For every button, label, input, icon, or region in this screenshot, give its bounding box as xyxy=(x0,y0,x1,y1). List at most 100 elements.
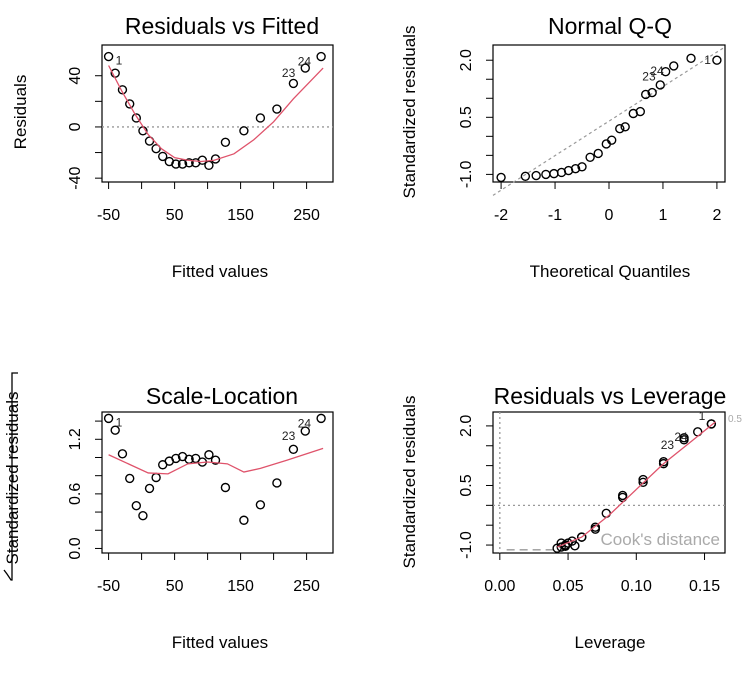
sl-point xyxy=(316,413,326,424)
rvf-point-label: 1 xyxy=(116,54,123,68)
panel-scale-location: Scale-Location Fitted values Standardize… xyxy=(3,372,334,652)
qq-xtick-label: -1 xyxy=(548,207,562,224)
qq-point-label: 1 xyxy=(704,53,711,67)
rvf-point xyxy=(255,113,266,123)
qq-title: Normal Q-Q xyxy=(548,13,672,39)
sl-xlabel: Fitted values xyxy=(172,633,268,652)
rvl-point-label: 1 xyxy=(699,409,706,423)
qq-point xyxy=(520,171,531,181)
rvf-point xyxy=(125,99,135,109)
sl-point xyxy=(144,483,155,494)
qq-ytick-label: 2.0 xyxy=(458,49,475,71)
rvf-point xyxy=(300,63,310,73)
qq-plot-frame xyxy=(492,44,726,183)
rvl-point xyxy=(617,490,628,501)
sl-point xyxy=(117,449,128,459)
rvl-point xyxy=(638,477,648,488)
sl-plot-frame xyxy=(101,411,334,554)
sl-title: Scale-Location xyxy=(146,383,298,409)
rvl-ylabel: Standardized residuals xyxy=(400,396,419,569)
rvl-xtick-label: 0.00 xyxy=(484,578,515,595)
rvf-ytick-label: 0 xyxy=(67,122,84,131)
rvl-ytick-label: -1.0 xyxy=(458,531,475,559)
rvf-xtick-label: 250 xyxy=(293,207,320,224)
sl-point xyxy=(272,478,282,488)
sl-point xyxy=(300,426,310,436)
rvf-title: Residuals vs Fitted xyxy=(125,13,319,39)
rvl-cooks-contour-label: 0.5 xyxy=(728,414,742,425)
sl-point-label: 23 xyxy=(282,429,296,443)
rvl-point xyxy=(706,419,717,429)
qq-point xyxy=(593,148,603,159)
rvl-point xyxy=(679,433,689,443)
qq-point xyxy=(585,152,595,162)
rvf-ylabel: Residuals xyxy=(11,75,30,150)
sl-point xyxy=(210,455,221,465)
qq-point xyxy=(570,163,581,174)
panel-normal-qq: Normal Q-Q Theoretical Quantiles Standar… xyxy=(400,13,726,281)
rvf-point xyxy=(177,159,188,169)
qq-point-label: 24 xyxy=(650,64,664,78)
rvf-ytick-label: -40 xyxy=(67,166,84,189)
sl-ytick-label: 0.6 xyxy=(67,483,84,505)
rvf-point xyxy=(117,85,128,95)
sl-ytick-label: 0.0 xyxy=(67,537,84,559)
qq-xlabel: Theoretical Quantiles xyxy=(530,262,691,281)
panel-residuals-vs-fitted: Residuals vs Fitted Fitted values Residu… xyxy=(11,13,334,281)
rvf-point xyxy=(151,144,161,154)
rvf-point xyxy=(131,113,142,123)
rvl-point xyxy=(560,541,571,551)
rvl-title: Residuals vs Leverage xyxy=(494,383,727,409)
qq-point-label: 23 xyxy=(642,70,656,84)
sl-point xyxy=(220,482,231,493)
rvf-point-label: 23 xyxy=(282,66,296,80)
rvl-xtick-label: 0.10 xyxy=(621,578,652,595)
qq-point xyxy=(686,53,696,64)
rvl-point-label: 23 xyxy=(661,438,675,452)
qq-point xyxy=(606,135,617,145)
sl-point xyxy=(103,413,114,424)
rvl-point xyxy=(601,508,611,518)
qq-point xyxy=(669,61,679,71)
rvf-point xyxy=(204,160,214,171)
panel-residuals-vs-leverage: Residuals vs Leverage Leverage Standardi… xyxy=(400,383,742,652)
qq-ytick-label: 0.5 xyxy=(458,106,475,128)
rvf-point xyxy=(288,78,299,89)
rvl-xlabel: Leverage xyxy=(575,633,646,652)
rvl-ytick-label: 2.0 xyxy=(458,415,475,437)
qq-point xyxy=(647,87,657,98)
rvl-point-label: 24 xyxy=(674,430,688,444)
qq-point xyxy=(620,122,630,132)
rvf-point xyxy=(171,159,181,169)
rvl-point xyxy=(577,532,587,542)
rvl-xtick-label: 0.15 xyxy=(689,578,720,595)
rvl-xtick-label: 0.05 xyxy=(552,578,583,595)
rvl-point xyxy=(570,541,580,551)
qq-point xyxy=(577,162,587,172)
qq-point xyxy=(660,66,671,77)
rvf-point xyxy=(197,155,208,165)
qq-xtick-label: 0 xyxy=(605,207,614,224)
sl-sqrt-icon xyxy=(3,372,18,581)
qq-point xyxy=(531,170,541,181)
sl-xtick-label: 250 xyxy=(293,578,320,595)
sl-point xyxy=(110,425,120,435)
rvf-plot-frame xyxy=(101,44,334,183)
rvf-smooth-line xyxy=(108,65,324,163)
rvf-point xyxy=(316,51,326,62)
sl-point xyxy=(138,511,148,521)
rvf-point xyxy=(239,126,249,136)
sl-point xyxy=(204,450,214,460)
sl-point xyxy=(131,500,142,511)
rvl-point xyxy=(658,458,669,469)
sl-point xyxy=(255,500,266,510)
rvl-point xyxy=(567,536,577,546)
qq-point xyxy=(640,89,651,100)
qq-point xyxy=(635,106,645,117)
rvl-plot-frame xyxy=(492,411,726,554)
sl-point xyxy=(239,515,249,525)
qq-point xyxy=(615,124,625,134)
sl-xtick-label: 50 xyxy=(166,578,184,595)
